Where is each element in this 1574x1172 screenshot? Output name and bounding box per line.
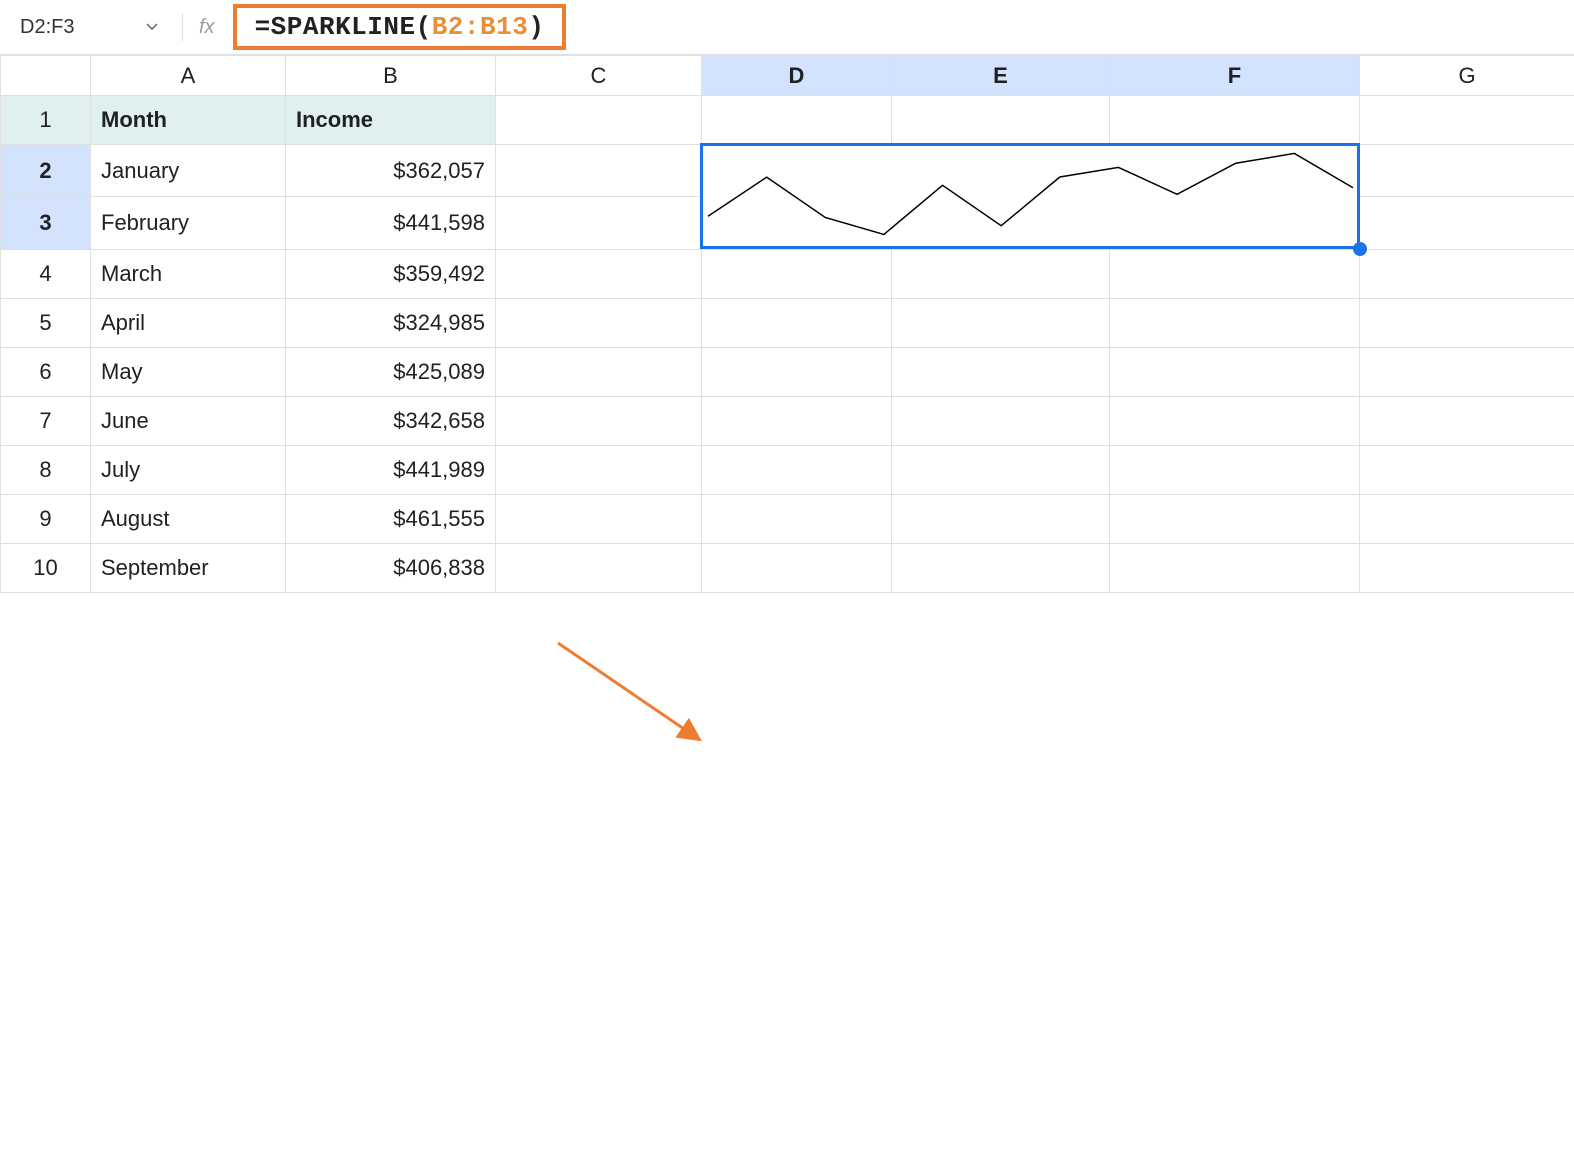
cell-A3[interactable]: February xyxy=(91,197,286,249)
cell-D6[interactable] xyxy=(702,347,892,396)
cell-A5[interactable]: April xyxy=(91,298,286,347)
column-header-E[interactable]: E xyxy=(892,56,1110,96)
cell-E1[interactable] xyxy=(892,96,1110,145)
cell-F4[interactable] xyxy=(1110,249,1360,298)
cell-A2[interactable]: January xyxy=(91,145,286,197)
cell-A4[interactable]: March xyxy=(91,249,286,298)
cell-D4[interactable] xyxy=(702,249,892,298)
cell-F6[interactable] xyxy=(1110,347,1360,396)
cell-B10[interactable]: $406,838 xyxy=(286,543,496,592)
row-header-4[interactable]: 4 xyxy=(1,249,91,298)
cell-C6[interactable] xyxy=(496,347,702,396)
cell-D10[interactable] xyxy=(702,543,892,592)
cell-E6[interactable] xyxy=(892,347,1110,396)
cell-A7[interactable]: June xyxy=(91,396,286,445)
select-all-corner[interactable] xyxy=(1,56,91,96)
cell-C8[interactable] xyxy=(496,445,702,494)
row-header-5[interactable]: 5 xyxy=(1,298,91,347)
cell-A10[interactable]: September xyxy=(91,543,286,592)
cell-B7[interactable]: $342,658 xyxy=(286,396,496,445)
column-header-C[interactable]: C xyxy=(496,56,702,96)
cell-E4[interactable] xyxy=(892,249,1110,298)
cell-F5[interactable] xyxy=(1110,298,1360,347)
row-header-2[interactable]: 2 xyxy=(1,145,91,197)
row-header-1[interactable]: 1 xyxy=(1,96,91,145)
cell-C9[interactable] xyxy=(496,494,702,543)
cell-E5[interactable] xyxy=(892,298,1110,347)
row-header-9[interactable]: 9 xyxy=(1,494,91,543)
column-header-D[interactable]: D xyxy=(702,56,892,96)
cell-D9[interactable] xyxy=(702,494,892,543)
cell-C5[interactable] xyxy=(496,298,702,347)
formula-input[interactable]: =SPARKLINE(B2:B13) xyxy=(233,4,567,50)
formula-bar: D2:F3 fx =SPARKLINE(B2:B13) xyxy=(0,0,1574,55)
cell-E10[interactable] xyxy=(892,543,1110,592)
cell-F1[interactable] xyxy=(1110,96,1360,145)
row-header-6[interactable]: 6 xyxy=(1,347,91,396)
name-box[interactable]: D2:F3 xyxy=(10,16,140,39)
cell-G6[interactable] xyxy=(1360,347,1574,396)
cell-D8[interactable] xyxy=(702,445,892,494)
annotation-arrow xyxy=(0,593,1574,1172)
column-header-A[interactable]: A xyxy=(91,56,286,96)
cell-A8[interactable]: July xyxy=(91,445,286,494)
cell-B4[interactable]: $359,492 xyxy=(286,249,496,298)
cell-F8[interactable] xyxy=(1110,445,1360,494)
separator xyxy=(182,13,183,41)
cell-G7[interactable] xyxy=(1360,396,1574,445)
cell-A9[interactable]: August xyxy=(91,494,286,543)
row-header-3[interactable]: 3 xyxy=(1,197,91,249)
cell-E9[interactable] xyxy=(892,494,1110,543)
cell-G8[interactable] xyxy=(1360,445,1574,494)
column-header-F[interactable]: F xyxy=(1110,56,1360,96)
formula-text-suffix: ) xyxy=(528,12,544,42)
cell-B8[interactable]: $441,989 xyxy=(286,445,496,494)
sparkline-cell[interactable] xyxy=(702,145,1360,250)
cell-B9[interactable]: $461,555 xyxy=(286,494,496,543)
cell-E8[interactable] xyxy=(892,445,1110,494)
sparkline-chart xyxy=(702,145,1359,243)
cell-C7[interactable] xyxy=(496,396,702,445)
cell-D1[interactable] xyxy=(702,96,892,145)
cell-F9[interactable] xyxy=(1110,494,1360,543)
cell-G9[interactable] xyxy=(1360,494,1574,543)
name-box-dropdown-icon[interactable] xyxy=(140,18,182,36)
cell-F7[interactable] xyxy=(1110,396,1360,445)
cell-E7[interactable] xyxy=(892,396,1110,445)
fx-icon: fx xyxy=(195,16,233,39)
cell-D7[interactable] xyxy=(702,396,892,445)
cell-G5[interactable] xyxy=(1360,298,1574,347)
cell-B1[interactable]: Income xyxy=(286,96,496,145)
row-header-8[interactable]: 8 xyxy=(1,445,91,494)
row-header-7[interactable]: 7 xyxy=(1,396,91,445)
cell-C2[interactable] xyxy=(496,145,702,197)
cell-C10[interactable] xyxy=(496,543,702,592)
cell-A1[interactable]: Month xyxy=(91,96,286,145)
formula-text-range: B2:B13 xyxy=(432,12,529,42)
column-header-G[interactable]: G xyxy=(1360,56,1574,96)
cell-D5[interactable] xyxy=(702,298,892,347)
cell-B6[interactable]: $425,089 xyxy=(286,347,496,396)
column-header-B[interactable]: B xyxy=(286,56,496,96)
cell-G4[interactable] xyxy=(1360,249,1574,298)
cell-B3[interactable]: $441,598 xyxy=(286,197,496,249)
cell-B2[interactable]: $362,057 xyxy=(286,145,496,197)
cell-C3[interactable] xyxy=(496,197,702,249)
cell-C4[interactable] xyxy=(496,249,702,298)
formula-text-prefix: =SPARKLINE( xyxy=(255,12,432,42)
cell-C1[interactable] xyxy=(496,96,702,145)
row-header-10[interactable]: 10 xyxy=(1,543,91,592)
cell-F10[interactable] xyxy=(1110,543,1360,592)
spreadsheet-grid[interactable]: ABCDEFG 1MonthIncome 2January$362,057 3Feb… xyxy=(0,55,1574,593)
cell-B5[interactable]: $324,985 xyxy=(286,298,496,347)
cell-G2[interactable] xyxy=(1360,145,1574,197)
cell-G3[interactable] xyxy=(1360,197,1574,249)
cell-A6[interactable]: May xyxy=(91,347,286,396)
cell-G10[interactable] xyxy=(1360,543,1574,592)
cell-G1[interactable] xyxy=(1360,96,1574,145)
